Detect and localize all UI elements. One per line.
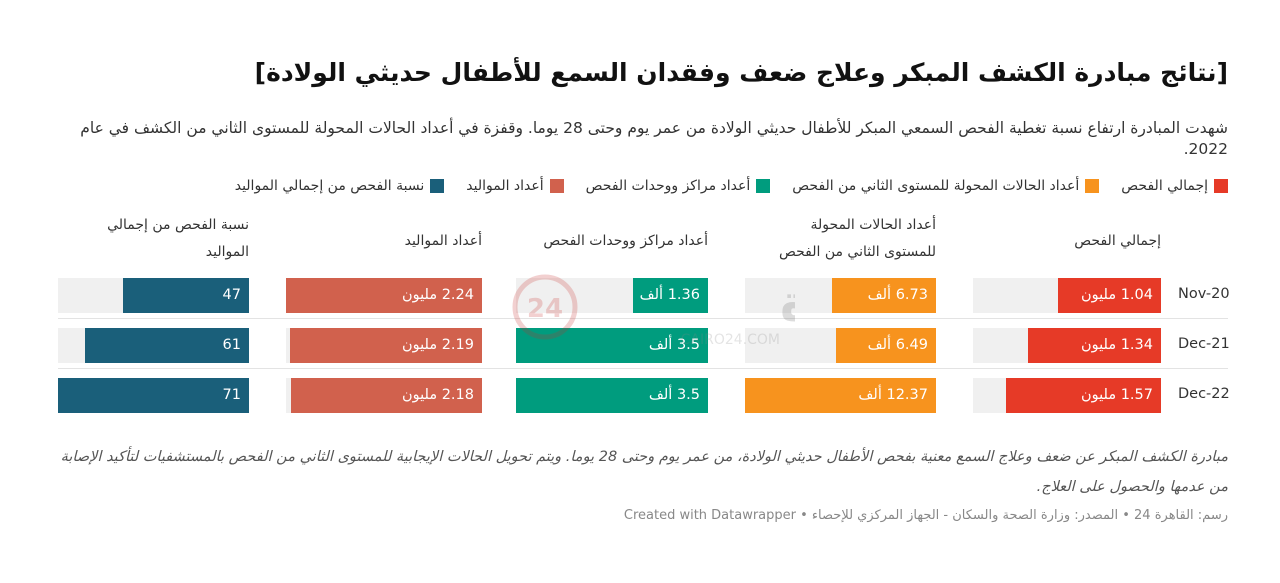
legend-swatch	[756, 179, 771, 193]
bar	[745, 378, 936, 413]
bar	[291, 378, 482, 413]
bar	[832, 278, 936, 313]
legend-swatch	[430, 179, 445, 193]
bar	[58, 378, 249, 413]
bar	[290, 328, 482, 363]
data-label: 2.19 مليون	[402, 337, 474, 353]
data-label: 47	[222, 287, 241, 303]
data-label: 61	[222, 337, 241, 353]
data-label: 2.18 مليون	[402, 387, 474, 403]
column-header: أعداد المواليد	[404, 233, 482, 249]
data-label: 3.5 ألف	[648, 337, 700, 353]
data-label: 3.5 ألف	[648, 387, 700, 403]
bar	[1006, 378, 1161, 413]
legend-item: نسبة الفحص من إجمالي المواليد	[235, 178, 445, 194]
bar	[836, 328, 936, 363]
chart-note: مبادرة الكشف المبكر عن ضعف وعلاج السمع م…	[60, 449, 1228, 495]
bar	[123, 278, 249, 313]
legend: إجمالي الفحص أعداد الحالات المحولة للمستو…	[235, 178, 1228, 194]
legend-item: أعداد الحالات المحولة للمستوى الثاني من …	[792, 178, 1100, 194]
data-label: 6.49 ألف	[867, 337, 928, 353]
data-label: 1.34 مليون	[1081, 337, 1153, 353]
legend-swatch	[1085, 179, 1100, 193]
legend-label: أعداد المواليد	[466, 178, 544, 194]
bar	[516, 328, 708, 363]
source-credit: رسم: القاهرة 24 • المصدر: وزارة الصحة وا…	[623, 508, 1228, 523]
data-label: 6.73 ألف	[867, 287, 928, 303]
bar	[85, 328, 249, 363]
data-label: 12.37 ألف	[858, 387, 928, 403]
legend-item: أعداد مراكز ووحدات الفحص	[586, 178, 771, 194]
legend-label: نسبة الفحص من إجمالي المواليد	[234, 178, 425, 194]
legend-item: أعداد المواليد	[466, 178, 564, 194]
row-label: Nov-20	[1178, 286, 1230, 302]
bar	[1028, 328, 1161, 363]
legend-label: أعداد الحالات المحولة للمستوى الثاني من …	[792, 178, 1080, 194]
column-header: أعداد الحالات المحولة للمستوى الثاني من ا…	[778, 217, 936, 260]
bar	[286, 278, 482, 313]
bar	[516, 378, 708, 413]
column-header: إجمالي الفحص	[1074, 233, 1161, 249]
row-separator	[58, 368, 1228, 369]
legend-swatch	[549, 179, 564, 193]
bar	[633, 278, 708, 313]
row-label: Dec-21	[1178, 336, 1230, 352]
column-header: نسبة الفحص من إجمالي المواليد	[107, 217, 249, 260]
legend-item: إجمالي الفحص	[1121, 178, 1228, 194]
data-label: 1.36 ألف	[639, 287, 700, 303]
chart-description: شهدت المبادرة ارتفاع نسبة تغطية الفحص ال…	[80, 119, 1228, 158]
data-label: 1.57 مليون	[1081, 387, 1153, 403]
legend-swatch	[1214, 179, 1228, 193]
data-label: 71	[222, 387, 241, 403]
chart-title: [نتائج مبادرة الكشف المبكر وعلاج ضعف وفق…	[254, 58, 1228, 87]
row-separator	[58, 318, 1228, 319]
data-label: 1.04 مليون	[1081, 287, 1153, 303]
bar	[1058, 278, 1161, 313]
legend-label: أعداد مراكز ووحدات الفحص	[585, 178, 751, 194]
column-header: أعداد مراكز ووحدات الفحص	[543, 233, 708, 249]
legend-label: إجمالي الفحص	[1121, 178, 1208, 194]
row-label: Dec-22	[1178, 386, 1230, 402]
data-label: 2.24 مليون	[402, 287, 474, 303]
